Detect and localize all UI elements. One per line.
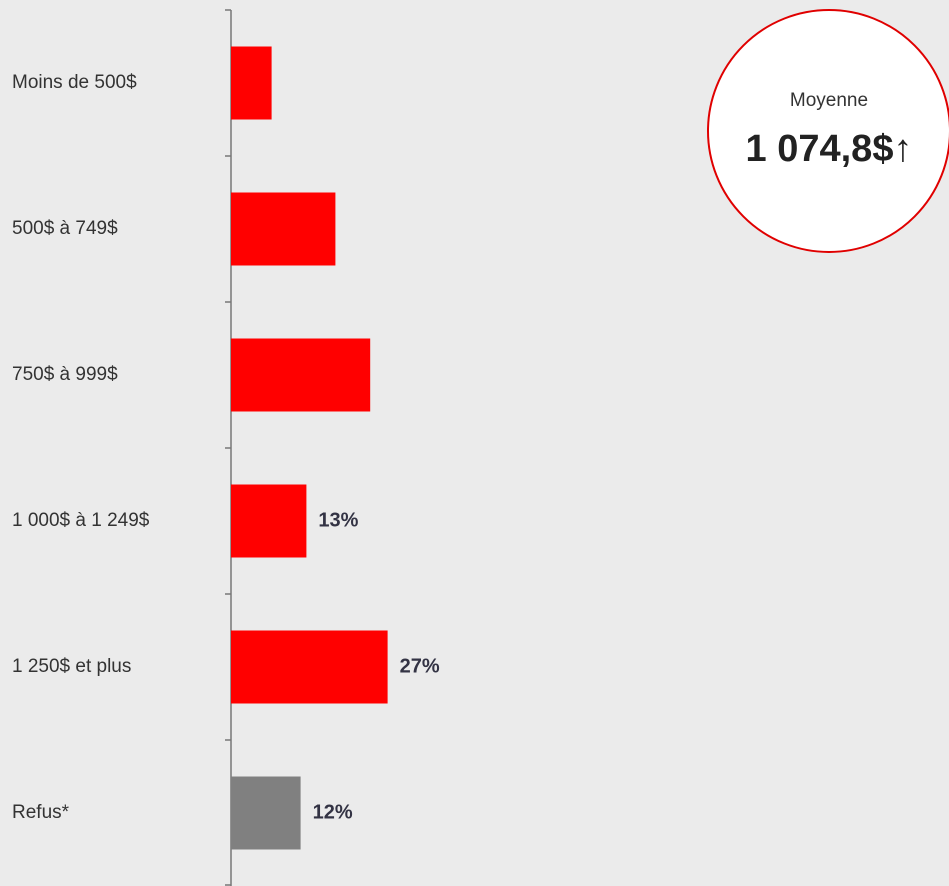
category-label: Moins de 500$ bbox=[12, 72, 137, 93]
bar bbox=[231, 192, 336, 266]
value-label: 12% bbox=[313, 801, 353, 823]
category-label: 1 000$ à 1 249$ bbox=[12, 510, 150, 531]
average-value: 1 074,8$↑ bbox=[746, 128, 913, 170]
bar bbox=[231, 338, 371, 412]
bar bbox=[231, 776, 301, 850]
category-ticks bbox=[225, 9, 231, 886]
average-label: Moyenne bbox=[790, 90, 868, 111]
category-label: 1 250$ et plus bbox=[12, 656, 131, 677]
bar bbox=[231, 46, 272, 120]
bar bbox=[231, 484, 307, 558]
average-circle bbox=[707, 9, 949, 253]
value-label: 27% bbox=[400, 655, 440, 677]
bar bbox=[231, 630, 388, 704]
value-label: 13% bbox=[318, 509, 358, 531]
category-label: 500$ à 749$ bbox=[12, 218, 118, 239]
category-label: 750$ à 999$ bbox=[12, 364, 118, 385]
category-label: Refus* bbox=[12, 802, 70, 823]
